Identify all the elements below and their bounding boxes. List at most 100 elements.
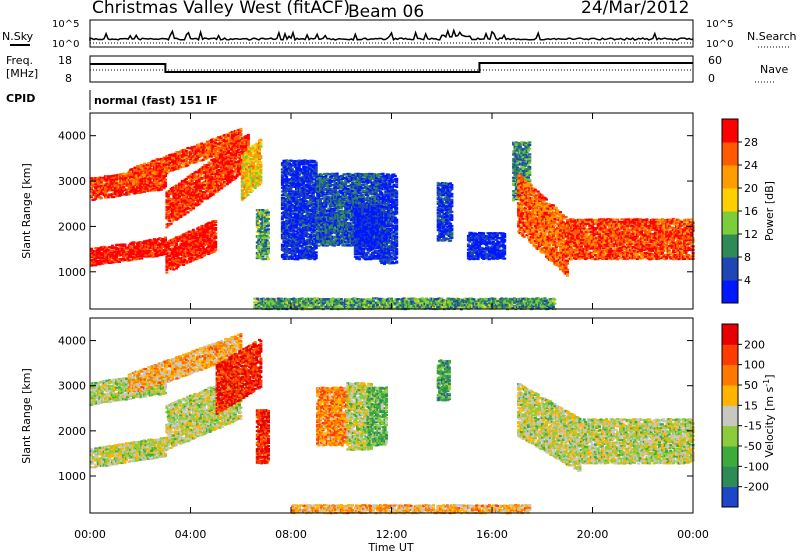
- data-cell: [167, 195, 170, 197]
- data-cell: [201, 177, 204, 179]
- data-cell: [329, 188, 332, 190]
- count-tick-bottom-right: 10^0: [706, 39, 733, 50]
- data-cell: [171, 198, 174, 200]
- data-cell: [327, 242, 330, 244]
- data-cell: [212, 193, 215, 195]
- data-cell: [247, 194, 250, 196]
- count-tick-bottom-left: 10^0: [52, 39, 79, 50]
- data-cell: [284, 235, 287, 237]
- data-cell: [257, 222, 260, 224]
- data-cell: [163, 173, 166, 175]
- data-cell: [133, 256, 136, 258]
- data-cell: [258, 152, 261, 154]
- data-cell: [322, 191, 325, 193]
- data-cell: [214, 241, 217, 243]
- data-cell: [241, 180, 244, 182]
- data-cell: [170, 223, 173, 225]
- data-cell: [345, 218, 348, 220]
- data-cell: [315, 168, 318, 170]
- data-cell: [259, 176, 262, 178]
- data-cell: [139, 176, 142, 178]
- data-cell: [340, 220, 343, 222]
- data-cell: [302, 225, 305, 227]
- data-cell: [206, 154, 209, 156]
- data-cell: [200, 154, 203, 156]
- data-cell: [149, 169, 152, 171]
- data-cell: [263, 258, 266, 260]
- power-scatter-cells: [90, 128, 695, 310]
- data-cell: [254, 187, 257, 189]
- data-cell: [247, 142, 250, 144]
- data-cell: [302, 182, 305, 184]
- data-cell: [266, 239, 269, 241]
- data-cell: [336, 173, 339, 175]
- data-cell: [315, 164, 318, 166]
- data-cell: [245, 172, 248, 174]
- data-cell: [315, 257, 318, 259]
- data-cell: [214, 245, 217, 247]
- data-cell: [306, 207, 309, 209]
- data-cell: [227, 137, 230, 139]
- data-cell: [119, 254, 122, 256]
- data-cell: [330, 220, 333, 222]
- data-cell: [97, 186, 100, 188]
- data-cell: [151, 243, 154, 245]
- data-cell: [320, 174, 323, 176]
- data-cell: [347, 185, 350, 187]
- data-cell: [267, 250, 270, 252]
- data-cell: [217, 152, 220, 154]
- data-cell: [100, 185, 103, 187]
- data-cell: [199, 232, 202, 234]
- data-cell: [167, 171, 170, 173]
- data-cell: [182, 264, 185, 266]
- data-cell: [143, 163, 146, 165]
- data-cell: [198, 179, 201, 181]
- data-cell: [231, 173, 234, 175]
- data-cell: [267, 241, 270, 243]
- beam-label: Beam 06: [348, 2, 424, 22]
- data-cell: [298, 227, 301, 229]
- data-cell: [104, 184, 107, 186]
- cpid-text: normal (fast) 151 IF: [94, 94, 218, 107]
- data-cell: [298, 255, 301, 257]
- data-cell: [194, 174, 197, 176]
- data-cell: [330, 180, 333, 182]
- data-cell: [266, 256, 269, 258]
- data-cell: [258, 150, 261, 152]
- data-cell: [267, 225, 270, 227]
- data-cell: [340, 180, 343, 182]
- data-cell: [192, 207, 195, 209]
- data-cell: [186, 158, 189, 160]
- data-cell: [209, 187, 212, 189]
- data-cell: [336, 204, 339, 206]
- data-cell: [288, 248, 291, 250]
- nsky-trace: [90, 31, 693, 42]
- data-cell: [151, 253, 154, 255]
- data-cell: [267, 236, 270, 238]
- data-cell: [245, 189, 248, 191]
- data-cell: [172, 268, 175, 270]
- data-cell: [167, 211, 170, 213]
- data-cell: [222, 174, 225, 176]
- data-cell: [229, 165, 232, 167]
- data-cell: [164, 179, 167, 181]
- data-cell: [198, 160, 201, 162]
- data-cell: [315, 170, 318, 172]
- data-cell: [149, 167, 152, 169]
- data-cell: [129, 174, 132, 176]
- data-cell: [312, 194, 315, 196]
- data-cell: [298, 160, 301, 162]
- data-cell: [122, 173, 125, 175]
- data-cell: [239, 128, 242, 130]
- freq-trace: [90, 63, 693, 72]
- data-cell: [214, 249, 217, 251]
- data-cell: [230, 160, 233, 162]
- data-cell: [151, 256, 154, 258]
- data-cell: [259, 173, 262, 175]
- data-cell: [171, 200, 174, 202]
- data-cell: [284, 258, 287, 260]
- data-cell: [179, 188, 182, 190]
- data-cell: [259, 166, 262, 168]
- data-cell: [209, 162, 212, 164]
- data-cell: [112, 179, 115, 181]
